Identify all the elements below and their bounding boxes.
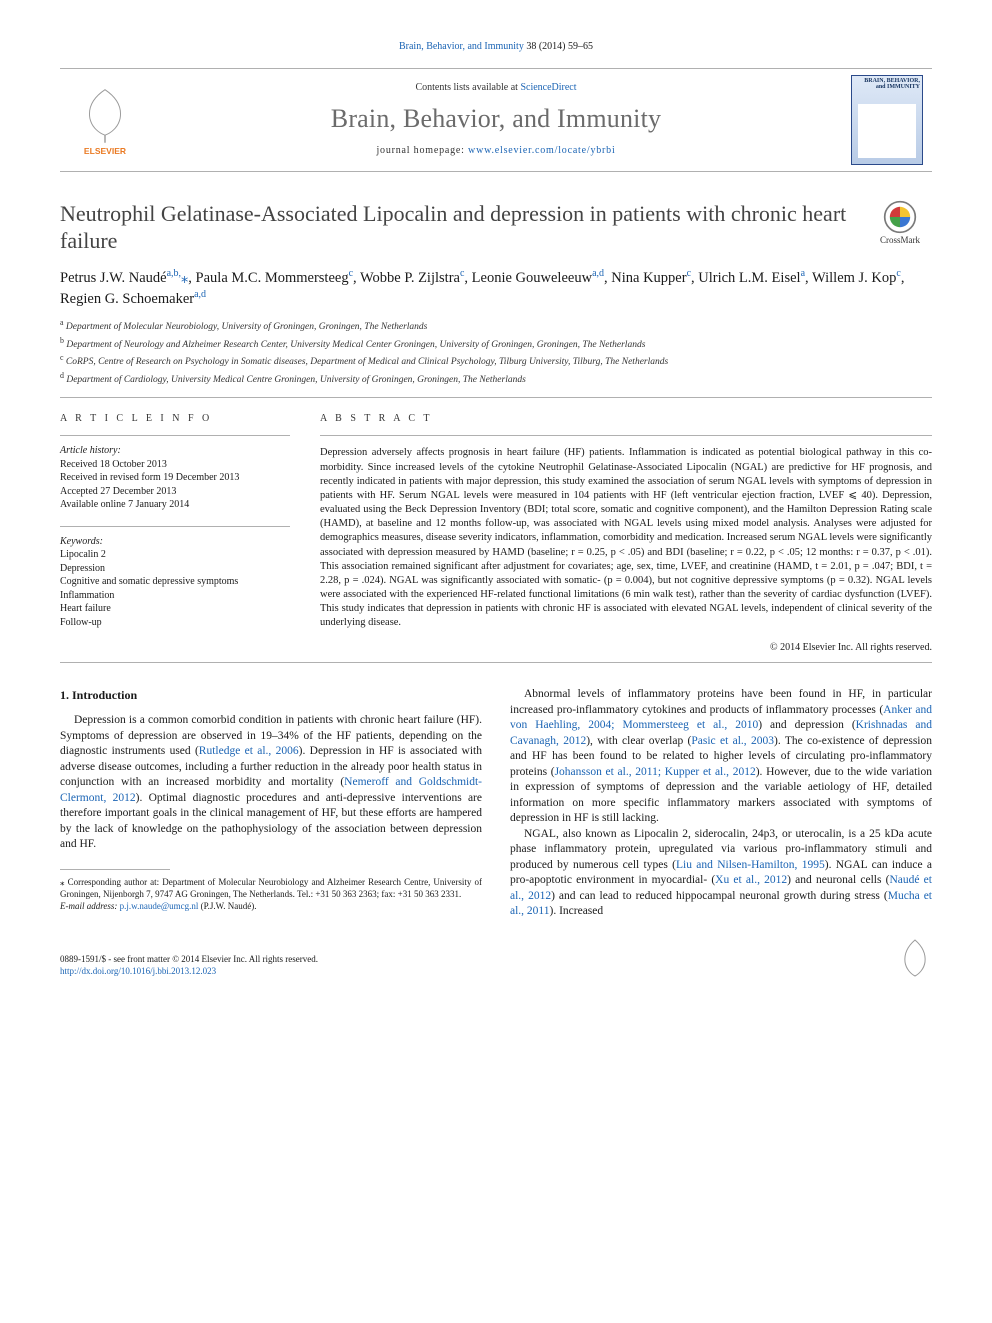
history-line: Received 18 October 2013 — [60, 459, 167, 470]
abstract-heading: A B S T R A C T — [320, 412, 932, 426]
author-name: , Paula M.C. Mommersteeg — [188, 269, 348, 285]
history-line: Accepted 27 December 2013 — [60, 486, 176, 497]
ref-link[interactable]: Johansson et al., 2011; Kupper et al., 2… — [555, 766, 756, 778]
history-line: Received in revised form 19 December 201… — [60, 472, 239, 483]
article-body: 1. Introduction Depression is a common c… — [60, 687, 932, 920]
citation-issue: 38 (2014) 59–65 — [526, 41, 593, 52]
keyword: Cognitive and somatic depressive symptom… — [60, 576, 238, 587]
section-1-heading: 1. Introduction — [60, 687, 482, 703]
history-line: Available online 7 January 2014 — [60, 499, 189, 510]
masthead: ELSEVIER Contents lists available at Sci… — [60, 68, 932, 172]
corresponding-author-text: ⁎ Corresponding author at: Department of… — [60, 876, 482, 900]
keyword: Depression — [60, 563, 105, 574]
divider — [60, 397, 932, 398]
affiliation-line: d Department of Cardiology, University M… — [60, 370, 932, 387]
author-name: Petrus J.W. Naudé — [60, 269, 167, 285]
author-name: , Nina Kupper — [604, 269, 687, 285]
email-attribution: (P.J.W. Naudé). — [201, 901, 257, 911]
publisher-logo-slot: ELSEVIER — [60, 84, 150, 156]
author-affil-link[interactable]: a,d — [194, 289, 206, 300]
corresponding-author-footnote: ⁎ Corresponding author at: Department of… — [60, 876, 482, 912]
keyword: Lipocalin 2 — [60, 549, 106, 560]
copyright-line: © 2014 Elsevier Inc. All rights reserved… — [320, 641, 932, 655]
footnote-divider — [60, 869, 170, 870]
article-info-column: A R T I C L E I N F O Article history: R… — [60, 412, 290, 654]
abstract-text: Depression adversely affects prognosis i… — [320, 435, 932, 630]
email-label: E-mail address: — [60, 901, 117, 911]
body-paragraph: Abnormal levels of inflammatory proteins… — [510, 687, 932, 827]
journal-homepage-link[interactable]: www.elsevier.com/locate/ybrbi — [468, 145, 616, 156]
author-name: , Willem J. Kop — [805, 269, 896, 285]
divider — [60, 662, 932, 663]
page-footer: 0889-1591/$ - see front matter © 2014 El… — [60, 938, 932, 978]
keyword: Heart failure — [60, 603, 111, 614]
email-link[interactable]: p.j.w.naude@umcg.nl — [120, 901, 199, 911]
ref-link[interactable]: Liu and Nilsen-Hamilton, 1995 — [676, 859, 825, 871]
keywords-block: Keywords: Lipocalin 2 Depression Cognitive… — [60, 526, 290, 630]
author-name: , Wobbe P. Zijlstra — [353, 269, 460, 285]
history-label: Article history: — [60, 445, 121, 456]
body-paragraph: Depression is a common comorbid conditio… — [60, 713, 482, 853]
body-paragraph: NGAL, also known as Lipocalin 2, sideroc… — [510, 827, 932, 920]
crossmark-badge[interactable]: CrossMark — [868, 200, 932, 246]
author-name: , Ulrich L.M. Eisel — [691, 269, 801, 285]
article-title: Neutrophil Gelatinase-Associated Lipocal… — [60, 200, 856, 255]
affiliation-line: b Department of Neurology and Alzheimer … — [60, 335, 932, 352]
article-info-heading: A R T I C L E I N F O — [60, 412, 290, 426]
citation-line: Brain, Behavior, and Immunity 38 (2014) … — [60, 40, 932, 54]
author-affil-link[interactable]: a,b, — [167, 268, 181, 279]
contents-available: Contents lists available at ScienceDirec… — [150, 81, 842, 95]
citation-journal-link[interactable]: Brain, Behavior, and Immunity — [399, 41, 524, 52]
sciencedirect-link[interactable]: ScienceDirect — [520, 82, 576, 93]
affiliation-line: a Department of Molecular Neurobiology, … — [60, 317, 932, 334]
journal-name: Brain, Behavior, and Immunity — [150, 101, 842, 136]
svg-text:ELSEVIER: ELSEVIER — [84, 146, 126, 156]
author-name: , Leonie Gouweleeuw — [464, 269, 592, 285]
ref-link[interactable]: Rutledge et al., 2006 — [199, 745, 299, 757]
issn-line: 0889-1591/$ - see front matter © 2014 El… — [60, 953, 318, 966]
ref-link[interactable]: Xu et al., 2012 — [715, 874, 787, 886]
keyword: Inflammation — [60, 590, 114, 601]
keywords-label: Keywords: — [60, 536, 103, 547]
crossmark-icon — [883, 200, 917, 234]
elsevier-tree-logo: ELSEVIER — [73, 84, 137, 156]
elsevier-mini-logo — [898, 938, 932, 978]
journal-cover-thumbnail: BRAIN, BEHAVIOR, and IMMUNITY — [851, 75, 923, 165]
journal-homepage: journal homepage: www.elsevier.com/locat… — [150, 144, 842, 158]
cover-title-text: BRAIN, BEHAVIOR, and IMMUNITY — [854, 78, 920, 91]
keyword: Follow-up — [60, 617, 102, 628]
crossmark-label: CrossMark — [880, 234, 920, 246]
author-list: Petrus J.W. Naudéa,b,⁎, Paula M.C. Momme… — [60, 267, 932, 310]
abstract-column: A B S T R A C T Depression adversely aff… — [320, 412, 932, 654]
article-history-block: Article history: Received 18 October 201… — [60, 435, 290, 512]
doi-link[interactable]: http://dx.doi.org/10.1016/j.bbi.2013.12.… — [60, 966, 216, 976]
affiliations: a Department of Molecular Neurobiology, … — [60, 317, 932, 387]
author-affil-link[interactable]: a,d — [592, 268, 604, 279]
ref-link[interactable]: Pasic et al., 2003 — [691, 735, 774, 747]
cover-thumbnail-slot: BRAIN, BEHAVIOR, and IMMUNITY — [842, 75, 932, 165]
affiliation-line: c CoRPS, Centre of Research on Psycholog… — [60, 352, 932, 369]
